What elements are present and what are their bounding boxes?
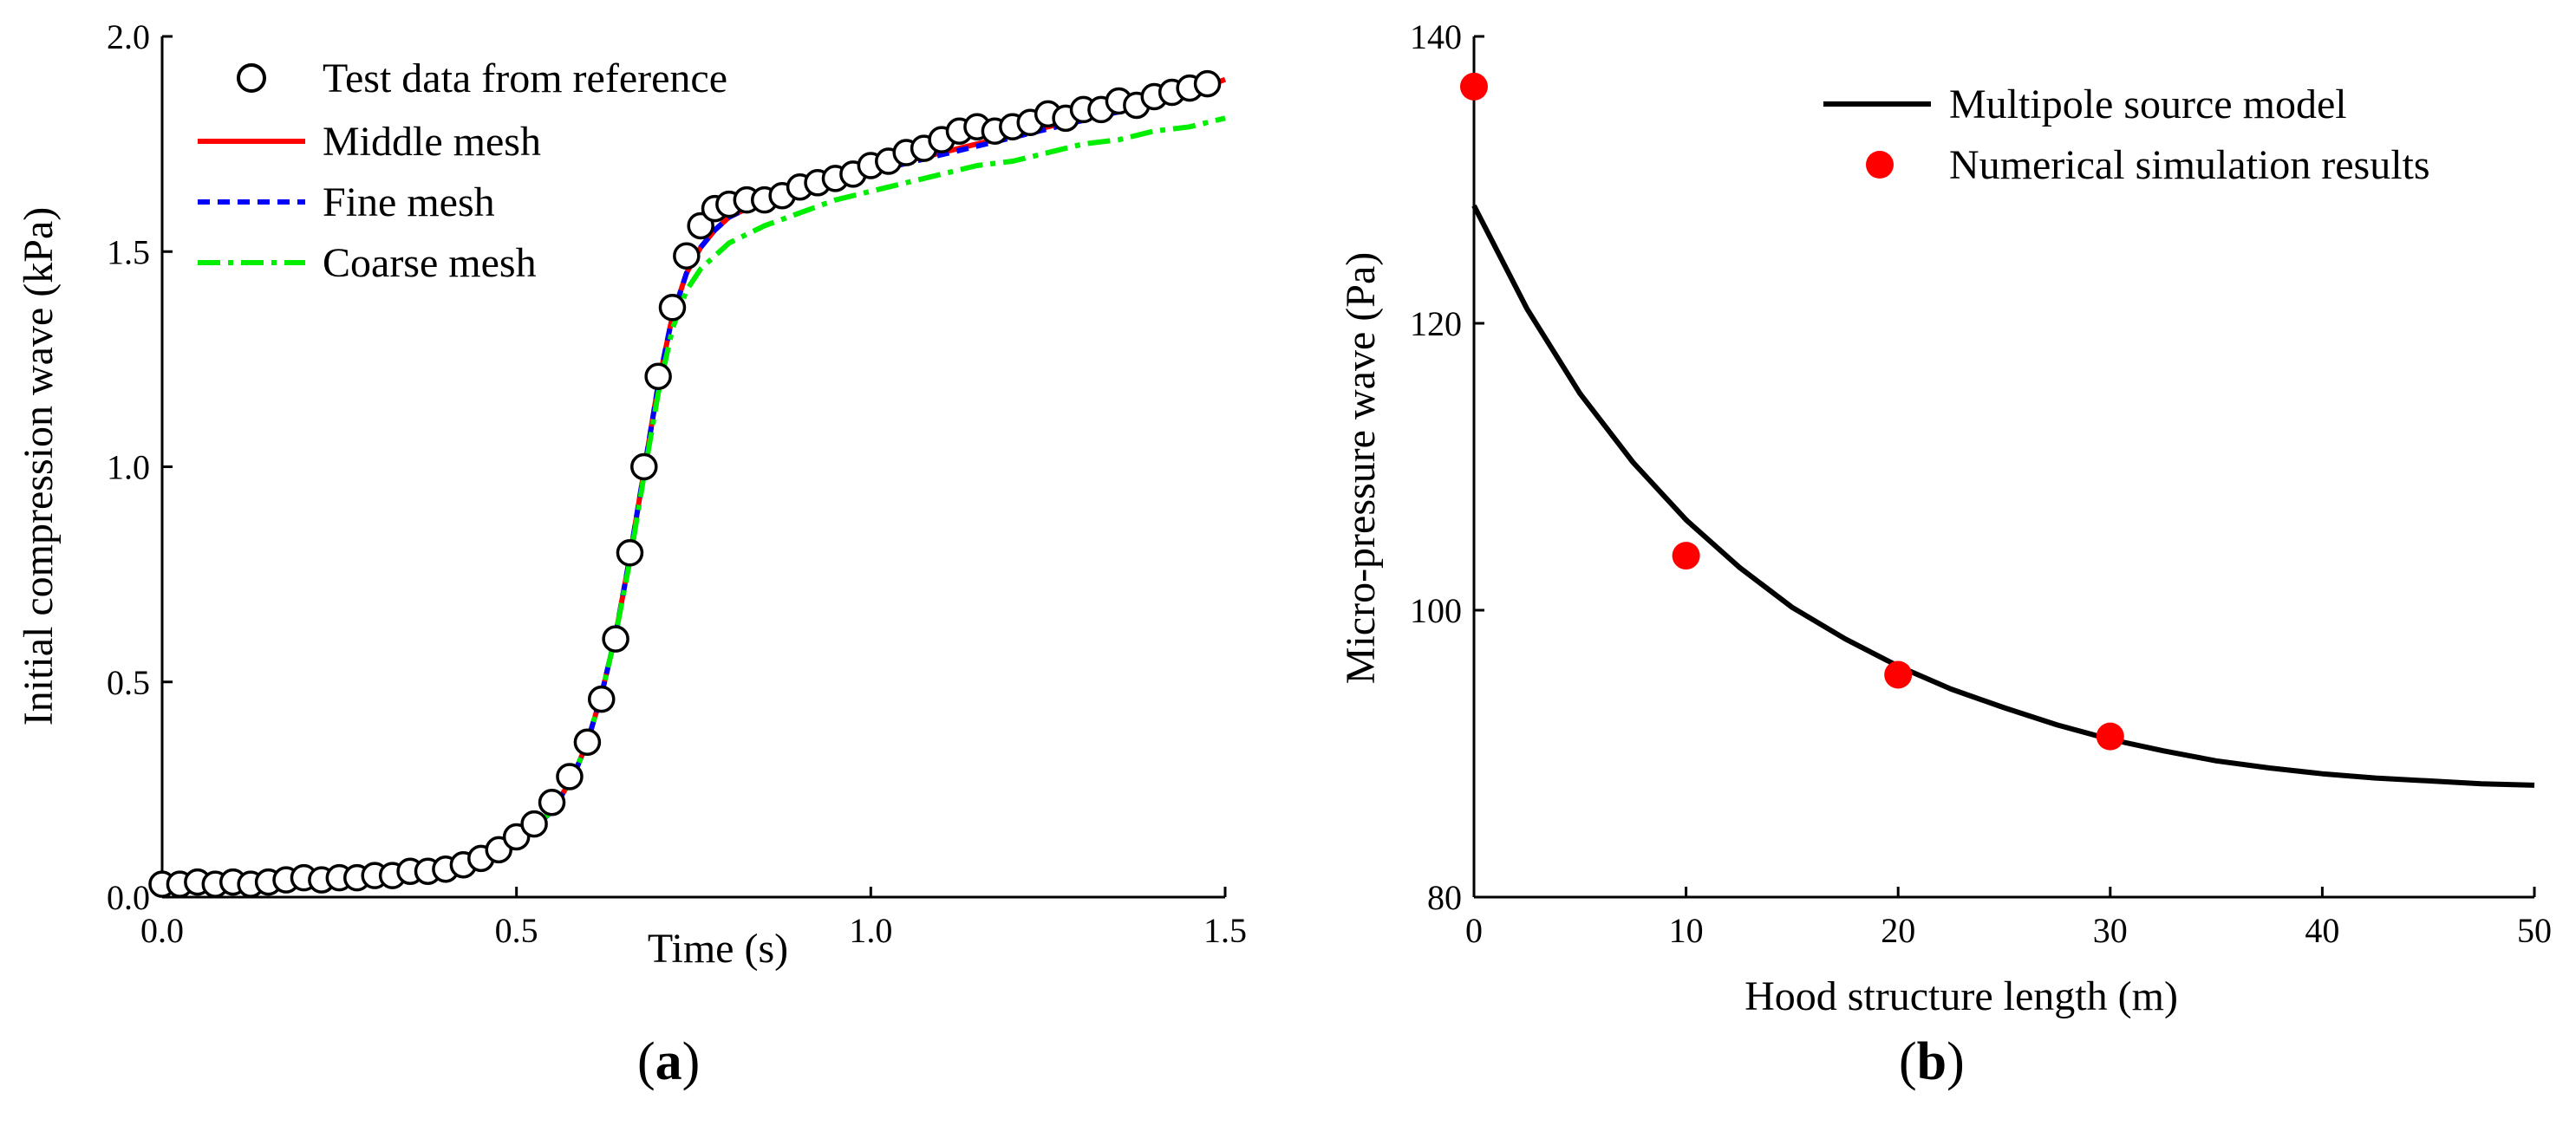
panel-b-x-tick-label: 10 [1669, 911, 1704, 950]
panel-b-x-tick-label: 30 [2093, 911, 2128, 950]
legend-b-marker-numerical [1866, 151, 1894, 179]
panel-a-x-tick-label: 1.5 [1203, 911, 1247, 950]
legend-a-label-fine-mesh: Fine mesh [323, 179, 495, 225]
panel-b-y-axis-label: Micro-pressure wave (Pa) [1338, 252, 1384, 684]
panel-a-point-test-data-from-reference [673, 242, 701, 270]
panel-a-label-open: ( [637, 1032, 655, 1091]
panel-b-point-numerical-simulation-results [1884, 660, 1913, 689]
panel-a-point-test-data-from-reference [573, 728, 602, 757]
panel-a-point-test-data-from-reference [556, 763, 584, 790]
panel-a-x-tick-label: 0.5 [495, 911, 538, 950]
panel-b-point-numerical-simulation-results [1460, 72, 1488, 101]
panel-a-point-test-data-from-reference [644, 362, 672, 390]
panel-a-label-close: ) [682, 1032, 701, 1091]
panel-b-label: (b) [1899, 1032, 1965, 1091]
panel-b-x-tick-label: 20 [1881, 911, 1915, 950]
panel-a-point-test-data-from-reference [587, 685, 616, 713]
panel-a-point-test-data-from-reference [658, 294, 687, 322]
legend-a-marker-test-data [237, 63, 266, 93]
panel-b-x-axis-label: Hood structure length (m) [1745, 973, 2178, 1019]
legend-a-label-middle-mesh: Middle mesh [323, 119, 541, 165]
legend-b-label-numerical: Numerical simulation results [1949, 142, 2430, 188]
panel-b-label-letter: b [1917, 1032, 1947, 1091]
panel-b-label-close: ) [1947, 1032, 1965, 1091]
panel-a-label-letter: a [655, 1032, 682, 1091]
panel-a-point-test-data-from-reference [630, 452, 658, 481]
panel-b-chart: 0 10 20 30 40 50 80 100 120 140 Multipole source … [1338, 17, 2552, 1091]
panel-a-point-test-data-from-reference [538, 789, 566, 816]
panel-a-legend: Test data from reference Middle mesh Fin… [198, 55, 727, 286]
panel-a-x-axis-label: Time (s) [648, 926, 788, 972]
panel-a-point-test-data-from-reference [520, 810, 548, 838]
panel-b-y-tick-label: 140 [1410, 17, 1462, 56]
panel-b-point-numerical-simulation-results [2096, 722, 2124, 751]
legend-a-label-coarse-mesh: Coarse mesh [323, 240, 537, 286]
panel-b-y-tick-label: 120 [1410, 304, 1462, 343]
panel-a-y-axis-label: Initial compression wave (kPa) [16, 207, 62, 726]
panel-b-x-tick-label: 50 [2517, 911, 2552, 950]
panel-b-legend: Multipole source model Numerical simulat… [1823, 81, 2430, 188]
panel-b-point-numerical-simulation-results [1672, 542, 1700, 570]
panel-a-x-tick-label: 0.0 [140, 911, 184, 950]
panel-a-point-test-data-from-reference [687, 211, 714, 240]
panel-a-y-tick-label: 2.0 [107, 17, 150, 56]
panel-b-y-tick-label: 80 [1427, 878, 1462, 917]
panel-b-plot-area: 0 10 20 30 40 50 80 100 120 140 [1410, 17, 2552, 950]
panel-a-plot-area: 0.0 0.5 1.0 1.5 0.0 0.5 1.0 1.5 2.0 [107, 17, 1247, 950]
panel-b-label-open: ( [1899, 1032, 1917, 1091]
panel-a-point-test-data-from-reference [1193, 69, 1222, 98]
panel-a-point-test-data-from-reference [602, 625, 629, 653]
panel-a-point-test-data-from-reference [616, 539, 644, 567]
panel-a-chart: 0.0 0.5 1.0 1.5 0.0 0.5 1.0 1.5 2.0 Test data fr… [16, 17, 1247, 1091]
panel-a-label: (a) [637, 1032, 700, 1091]
panel-a-y-tick-label: 1.5 [107, 232, 150, 271]
panel-a-y-tick-label: 1.0 [107, 448, 150, 487]
panel-b-series-line-multipole-source-model [1471, 204, 2535, 788]
panel-b-x-tick-label: 40 [2305, 911, 2339, 950]
panel-b-y-tick-label: 100 [1410, 591, 1462, 630]
panel-b-x-tick-label: 0 [1465, 911, 1483, 950]
legend-b-label-multipole: Multipole source model [1949, 81, 2347, 127]
panel-a-y-tick-label: 0.0 [107, 878, 150, 917]
panel-a-x-tick-label: 1.0 [849, 911, 892, 950]
panel-b-series-numerical-simulation-results [1460, 72, 2124, 751]
panel-a-y-tick-label: 0.5 [107, 663, 150, 702]
legend-a-label-test-data: Test data from reference [323, 55, 727, 101]
panel-a-series-test-data-from-reference [148, 69, 1222, 898]
